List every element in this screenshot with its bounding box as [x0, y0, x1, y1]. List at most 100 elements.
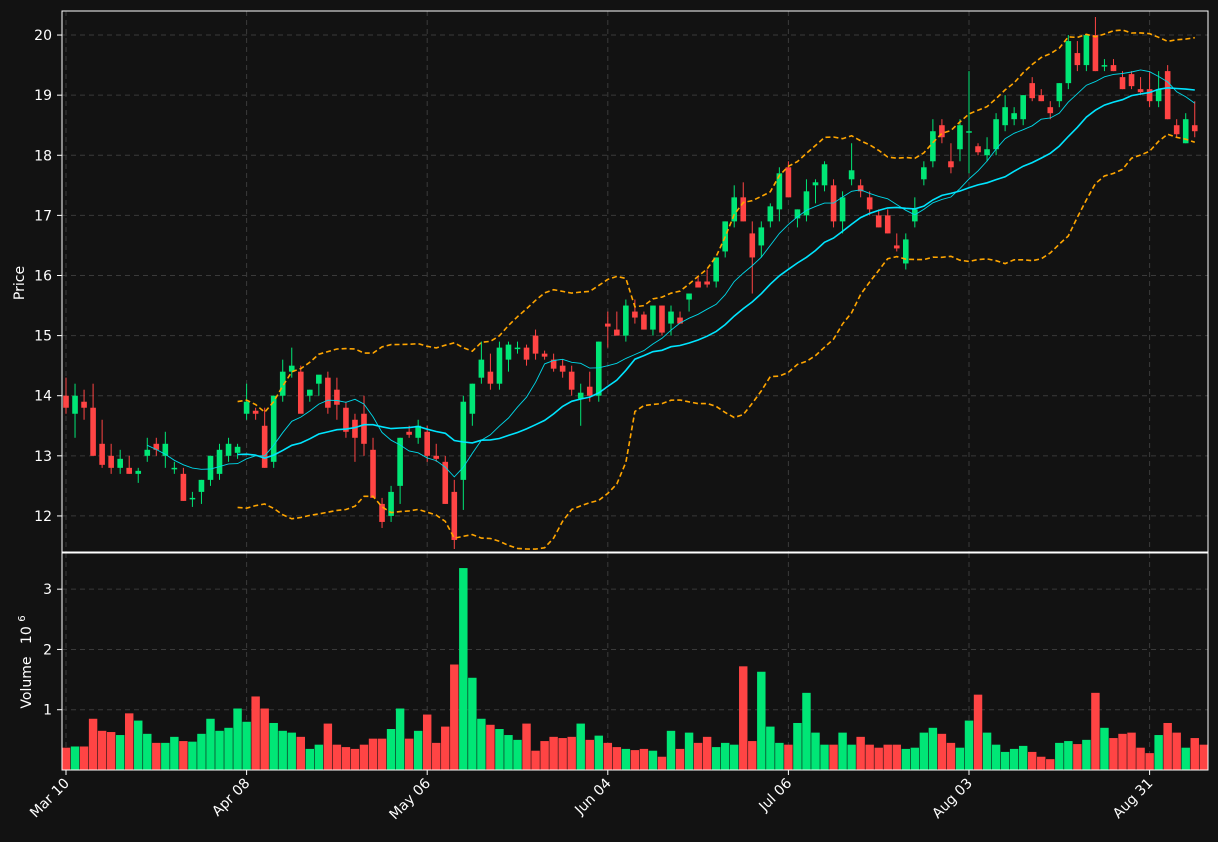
candle-body — [496, 347, 503, 384]
candle-body — [198, 479, 205, 492]
candle-body — [325, 377, 331, 408]
bollinger-lower — [237, 133, 1196, 550]
candle-body — [939, 125, 945, 138]
volume-bar — [1145, 753, 1154, 770]
volume-bar — [504, 735, 513, 770]
volume-bar — [233, 708, 242, 770]
candle-body — [659, 305, 665, 333]
candle-body — [632, 311, 638, 318]
volume-bar — [152, 742, 161, 770]
volume-bar — [639, 748, 649, 770]
candle-body — [975, 146, 981, 153]
candle-body — [884, 215, 891, 234]
x-tick-label: Aug 31 — [1110, 776, 1156, 822]
volume-bar — [1000, 751, 1010, 770]
candle-body — [288, 365, 295, 372]
volume-bar — [278, 730, 287, 770]
volume-bar — [432, 742, 441, 770]
candle-body — [966, 131, 972, 133]
volume-bar — [296, 736, 305, 770]
candle-body — [776, 173, 783, 210]
volume-tick-label: 1 — [43, 703, 52, 719]
candle-body — [243, 401, 250, 414]
volume-bar — [1046, 759, 1055, 770]
volume-bar — [946, 742, 956, 770]
volume-bar — [522, 723, 531, 770]
candle-body — [433, 455, 440, 459]
candle-body — [487, 371, 494, 384]
volume-bar — [793, 722, 802, 770]
volume-bar — [395, 708, 405, 770]
candle-body — [162, 443, 169, 456]
candle-body — [948, 161, 954, 168]
volume-bar — [468, 677, 477, 770]
candle-body — [758, 227, 765, 246]
candle-body — [1110, 65, 1117, 72]
moving-average-fast — [147, 69, 1196, 478]
volume-bar — [513, 739, 522, 770]
volume-bar — [549, 736, 558, 770]
candle-body — [1101, 65, 1108, 67]
volume-bar — [215, 730, 224, 770]
candle-body — [514, 347, 521, 350]
x-axis: Mar 10 Apr 08 May 06 Jun 04 Jul 06 Aug 03 Aug … — [27, 770, 1156, 823]
volume-bar — [413, 730, 423, 770]
volume-bar — [558, 738, 567, 770]
price-tick-label: 20 — [34, 28, 52, 44]
candle-body — [568, 371, 575, 390]
volume-bar — [1163, 722, 1172, 770]
candle-body — [1137, 89, 1144, 93]
volume-bar — [612, 747, 622, 770]
volume-bar — [802, 692, 811, 770]
candle-body — [171, 467, 178, 470]
volume-bar — [630, 750, 640, 770]
candle-body — [921, 167, 927, 180]
candle-body — [442, 461, 449, 504]
candle-body — [361, 413, 367, 444]
candle-body — [469, 383, 476, 414]
candle-body — [848, 170, 855, 180]
candle-body — [595, 341, 602, 396]
candle-body — [902, 239, 909, 264]
volume-bar — [910, 747, 920, 770]
volume-bar — [901, 748, 911, 770]
volume-bars — [61, 568, 1208, 770]
volume-bar — [1055, 742, 1064, 770]
bollinger-upper — [237, 29, 1195, 414]
volume-tick-label: 2 — [43, 642, 52, 658]
volume-bar — [702, 736, 712, 770]
volume-bar — [964, 720, 974, 770]
price-panel: 12 13 14 15 16 17 18 19 20 — [34, 10, 1209, 553]
volume-bar — [711, 747, 721, 770]
candle-body — [577, 392, 584, 399]
candle-body — [1047, 107, 1054, 114]
candle-body — [523, 347, 530, 360]
candle-body — [234, 446, 241, 453]
volume-bar — [829, 744, 838, 770]
candle-body — [1020, 95, 1026, 120]
price-tick-label: 12 — [34, 509, 52, 525]
x-tick-label: May 06 — [386, 775, 434, 823]
volume-bar — [847, 744, 856, 770]
volume-label-exponent-power: 6 — [17, 615, 28, 621]
volume-bar — [70, 746, 80, 770]
volume-bar — [1154, 735, 1163, 770]
volume-bar — [1073, 744, 1082, 770]
candle-body — [821, 164, 828, 186]
price-axis-label: Price — [12, 266, 28, 300]
volume-axis-label: Volume 10 6 — [17, 615, 35, 708]
volume-bar — [495, 729, 504, 770]
candle-body — [81, 401, 87, 408]
volume-bar — [1027, 751, 1037, 770]
candle-body — [722, 221, 728, 252]
candle-body — [668, 311, 674, 324]
volume-bar — [97, 730, 107, 770]
volume-bar — [991, 744, 1001, 770]
candle-body — [334, 389, 340, 405]
volume-bar — [775, 742, 784, 770]
candle-body — [695, 281, 701, 288]
volume-bar — [386, 729, 396, 770]
volume-label-text: Volume — [19, 657, 35, 709]
volume-bar — [892, 744, 901, 770]
volume-bar — [820, 744, 829, 770]
